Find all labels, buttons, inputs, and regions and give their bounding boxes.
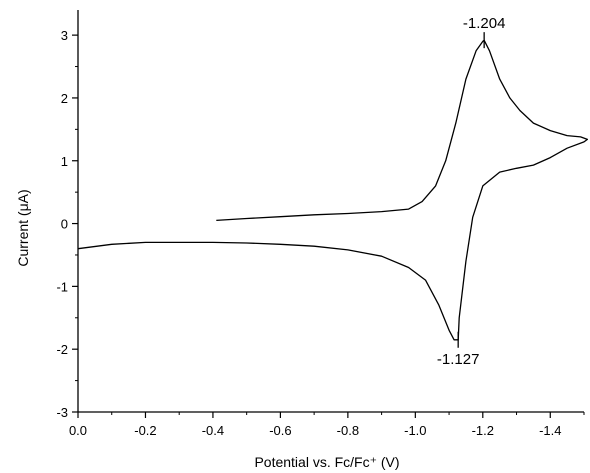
x-tick-label: 0.0	[69, 423, 87, 438]
x-axis-title: Potential vs. Fc/Fc⁺ (V)	[254, 454, 399, 470]
x-tick-label: -1.4	[539, 423, 561, 438]
y-tick-label: 2	[61, 91, 68, 106]
y-tick-label: 1	[61, 154, 68, 169]
peak-label: -1.127	[437, 351, 480, 368]
x-tick-label: -0.4	[202, 423, 224, 438]
x-tick-label: -0.8	[337, 423, 359, 438]
x-tick-label: -1.2	[472, 423, 494, 438]
annotations: -1.204 -1.127	[437, 15, 506, 368]
y-tick-label: -2	[56, 342, 68, 357]
y-tick-label: -3	[56, 405, 68, 420]
x-tick-label: -1.0	[404, 423, 426, 438]
curve-layer	[77, 39, 589, 341]
series-line-0	[77, 39, 589, 341]
x-tick-label: -0.6	[269, 423, 291, 438]
peak-label: -1.204	[463, 15, 506, 32]
ticks: 0.0 -0.2 -0.4 -0.6 -0.8 -1.0 -1.2 -1.4 3 2 1 0 -1 -2 -…	[56, 28, 585, 438]
y-axis-title: Current (μA)	[15, 189, 31, 266]
y-tick-label: 0	[61, 217, 68, 232]
axes	[77, 10, 584, 413]
y-tick-label: -1	[56, 279, 68, 294]
x-tick-label: -0.2	[134, 423, 156, 438]
y-tick-label: 3	[61, 28, 68, 43]
